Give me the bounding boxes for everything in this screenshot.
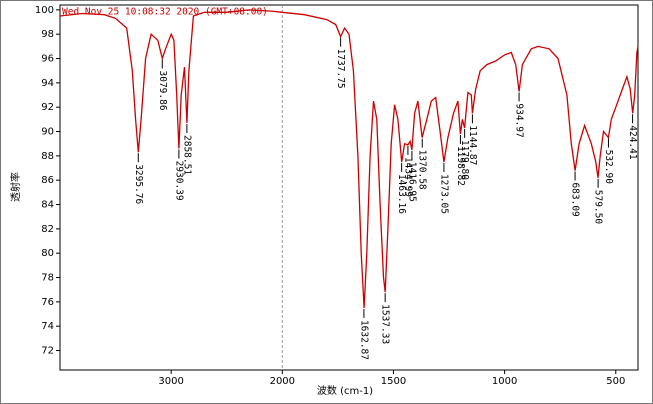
peak-label: 1179.80: [459, 140, 470, 180]
header: Wed Nov 25 10:08:32 2020 (GMT+08:00): [62, 7, 268, 18]
x-tick-label: 500: [606, 376, 625, 387]
y-tick-label: 96: [41, 54, 54, 65]
peak-label: 2858.51: [181, 135, 192, 175]
y-tick-label: 88: [41, 151, 54, 162]
y-tick-label: 84: [41, 200, 54, 211]
y-axis-label: 透射率: [9, 172, 22, 202]
y-tick-label: 76: [41, 297, 54, 308]
peak-label: 424.41: [627, 125, 638, 160]
peak-label: 683.09: [570, 182, 581, 217]
peak-label: 1370.58: [417, 150, 428, 190]
peak-label: 1198.82: [455, 146, 466, 186]
peak-label: 3079.86: [157, 71, 168, 111]
y-tick-label: 92: [41, 102, 54, 113]
y-tick-label: 100: [35, 5, 54, 16]
x-tick-label: 2000: [270, 376, 295, 387]
y-tick-label: 94: [41, 78, 54, 89]
y-tick-label: 98: [41, 29, 54, 40]
peak-label: 1737.75: [335, 49, 346, 89]
peak-label: 1537.33: [380, 304, 391, 344]
peak-label: 1463.16: [396, 174, 407, 214]
peak-label: 1144.87: [467, 125, 478, 165]
peak-label: 2930.39: [173, 161, 184, 201]
y-tick-label: 86: [41, 175, 54, 186]
y-tick-label: 74: [41, 321, 54, 332]
x-axis-label: 波数 (cm-1): [317, 384, 373, 397]
peak-label: 934.97: [514, 103, 525, 137]
peak-label: 1434.99: [402, 157, 413, 197]
y-tick-label: 80: [41, 248, 54, 259]
peak-label: 532.90: [603, 150, 614, 185]
peak-label: 1273.05: [438, 174, 449, 214]
y-tick-label: 90: [41, 127, 54, 138]
peak-label: 3295.76: [133, 164, 144, 204]
x-tick-label: 1500: [381, 376, 406, 387]
y-tick-label: 72: [41, 346, 54, 357]
peak-label: 579.50: [593, 190, 604, 225]
y-tick-label: 78: [41, 273, 54, 284]
peak-label: 1416.95: [406, 162, 417, 202]
plot-frame: [59, 4, 639, 371]
spectrum-line: [59, 9, 639, 309]
x-tick-label: 3000: [158, 376, 183, 387]
peak-label: 1632.87: [358, 320, 369, 360]
y-tick-label: 82: [41, 224, 54, 235]
x-tick-label: 1000: [492, 376, 517, 387]
